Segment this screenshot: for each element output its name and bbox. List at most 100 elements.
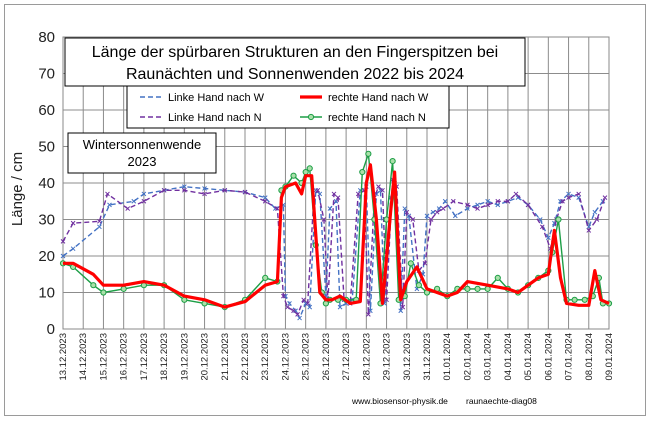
data-point	[475, 202, 480, 208]
data-point	[465, 202, 470, 208]
legend-box	[126, 85, 450, 129]
data-point	[60, 239, 66, 244]
data-point	[141, 191, 147, 197]
data-point	[474, 285, 481, 292]
data-point	[505, 198, 511, 204]
x-tick-label: 26.12.2023	[321, 333, 332, 381]
data-point	[90, 282, 97, 289]
data-point	[475, 206, 480, 211]
data-point	[141, 198, 147, 204]
data-point	[566, 195, 571, 200]
data-point	[404, 209, 410, 215]
data-point	[287, 301, 292, 306]
data-point	[202, 186, 207, 191]
x-tick-label: 22.12.2023	[240, 333, 251, 381]
data-point	[380, 187, 385, 193]
data-point	[100, 289, 107, 296]
x-tick-label: 24.12.2023	[280, 333, 291, 381]
data-point	[434, 209, 440, 215]
y-tick-label: 80	[38, 29, 55, 46]
data-point	[525, 202, 531, 208]
annotation-line1: Wintersonnenwende	[83, 137, 202, 152]
series-rechte-hand-nach-w	[63, 163, 610, 309]
data-point	[581, 296, 588, 303]
data-point	[430, 209, 436, 215]
y-tick-label: 20	[38, 248, 55, 265]
legend-label: rechte Hand nach N	[328, 112, 426, 124]
data-point	[105, 191, 110, 197]
data-point	[485, 198, 491, 204]
data-point	[295, 312, 300, 317]
x-tick-label: 06.01.2024	[543, 333, 554, 381]
x-tick-label: 20.12.2023	[200, 333, 211, 381]
x-tick-label: 04.01.2024	[503, 333, 514, 381]
series-group	[59, 150, 613, 321]
x-tick-label: 25.12.2023	[301, 333, 312, 381]
x-tick-label: 21.12.2023	[220, 333, 231, 381]
x-tick-label: 07.01.2024	[564, 333, 575, 381]
data-point	[337, 304, 343, 310]
x-axis-ticks: 13.12.2023 14.12.2023 15.12.2023 16.12.2023…	[58, 333, 615, 381]
data-point	[566, 191, 571, 197]
x-tick-label: 31.12.2023	[422, 333, 433, 381]
data-point	[555, 216, 562, 223]
data-point	[407, 260, 414, 267]
data-point	[424, 213, 430, 219]
data-point	[60, 253, 66, 259]
data-point	[335, 195, 341, 200]
data-point	[422, 260, 428, 266]
data-point	[465, 206, 470, 211]
x-tick-label: 09.01.2024	[604, 333, 615, 381]
data-point	[594, 217, 600, 222]
y-tick-label: 50	[38, 139, 55, 156]
x-tick-label: 13.12.2023	[58, 333, 69, 381]
data-point	[602, 195, 608, 200]
x-tick-label: 17.12.2023	[139, 333, 150, 381]
data-point	[262, 195, 268, 200]
y-tick-label: 0	[47, 321, 55, 338]
data-point	[359, 168, 366, 176]
data-point	[70, 246, 76, 252]
data-point	[365, 150, 372, 157]
x-tick-label: 05.01.2024	[523, 333, 534, 381]
legend-label: Linke Hand nach W	[168, 92, 265, 104]
data-point	[464, 285, 471, 292]
x-tick-label: 23.12.2023	[260, 333, 271, 381]
data-point	[275, 206, 280, 211]
data-point	[495, 202, 501, 208]
legend-label: Linke Hand nach N	[168, 112, 262, 124]
data-point	[400, 304, 406, 310]
data-point	[415, 282, 423, 289]
title-box	[64, 37, 526, 87]
data-point	[327, 206, 333, 211]
x-tick-label: 16.12.2023	[119, 333, 130, 381]
data-point	[297, 315, 302, 321]
data-point	[285, 304, 290, 310]
data-point	[389, 158, 396, 165]
x-tick-label: 15.12.2023	[98, 333, 109, 381]
x-tick-label: 01.01.2024	[442, 333, 453, 381]
y-axis-label: Länge / cm	[9, 152, 26, 226]
data-point	[107, 202, 112, 208]
data-point	[513, 191, 519, 197]
y-tick-label: 10	[38, 285, 55, 302]
chart-title-line1: Länge der spürbaren Strukturen an den Fi…	[92, 44, 498, 61]
footer-diagram-id: raunaechte-diag08	[466, 396, 537, 406]
y-tick-label: 30	[38, 212, 55, 229]
data-point	[586, 228, 592, 233]
data-point	[97, 224, 102, 230]
data-point	[222, 187, 228, 193]
y-tick-label: 60	[38, 102, 55, 119]
data-point	[494, 274, 501, 281]
data-point	[306, 165, 313, 172]
x-tick-label: 14.12.2023	[78, 333, 89, 381]
data-point	[398, 308, 404, 314]
data-point	[120, 285, 127, 292]
data-point	[576, 191, 582, 197]
x-tick-label: 19.12.2023	[179, 333, 190, 381]
data-point	[290, 172, 297, 179]
data-point	[355, 191, 361, 197]
legend-label: rechte Hand nach W	[328, 92, 429, 104]
data-point	[291, 308, 296, 314]
